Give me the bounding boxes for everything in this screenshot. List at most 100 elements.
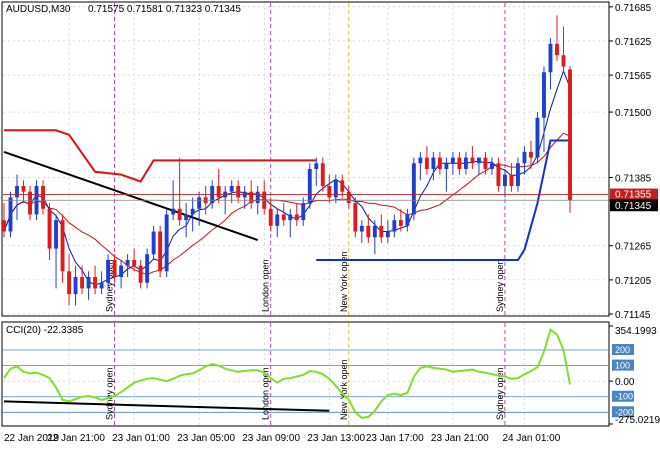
ask-price-label: 0.71355: [615, 190, 652, 201]
candle-body: [236, 186, 241, 198]
current-price-marker: [610, 199, 658, 212]
candle-body: [41, 186, 45, 209]
session-markers: Sydney open London open New York open Sydne…: [105, 3, 506, 315]
candle-body: [359, 225, 364, 232]
candle-body: [255, 191, 260, 204]
candle-body: [450, 157, 455, 164]
time-tick-label: 23 Jan 05:00: [177, 433, 235, 444]
candle-body: [346, 191, 351, 204]
candle-body: [119, 265, 124, 278]
candle-body: [307, 168, 312, 204]
candle-body: [385, 231, 390, 238]
candle-body: [411, 163, 416, 215]
candle-body: [405, 214, 410, 226]
cci-session-markers: Sydney open London open New York open Sydne…: [105, 323, 506, 425]
candle-body: [86, 277, 91, 289]
price-tick-label: 0.71385: [615, 173, 652, 184]
candle-body: [21, 186, 26, 192]
cci-panel[interactable]: Sydney open London open New York open Sydne…: [1, 321, 660, 427]
session-label: Sydney open: [105, 259, 115, 312]
indicator-overlays: [3, 69, 571, 286]
fast-moving-average: [3, 69, 571, 286]
candle-body: [320, 163, 325, 187]
candle-body: [522, 151, 527, 164]
candle-body: [158, 231, 163, 272]
candle-body: [301, 203, 306, 221]
candle-body: [112, 259, 117, 278]
candle-body: [555, 43, 559, 56]
time-tick-label: 23 Jan 13:00: [307, 433, 365, 444]
candle-body: [333, 180, 338, 198]
candle-body: [47, 208, 52, 249]
cci-tick-label: 200: [615, 345, 630, 355]
candle-body: [509, 174, 514, 187]
candle-body: [340, 180, 345, 192]
trendline: [3, 150, 259, 241]
support-step-line: [316, 139, 570, 261]
candle-body: [171, 208, 176, 215]
candle-body: [470, 157, 475, 164]
candle-body: [190, 208, 195, 215]
candle-body: [106, 259, 111, 283]
candle-body: [535, 117, 540, 158]
session-label: Sydney open: [495, 259, 505, 312]
candle-body: [542, 72, 546, 118]
symbol-title: AUDUSD,M30: [6, 4, 71, 15]
candle-body: [138, 265, 143, 283]
candle-body: [327, 186, 332, 198]
cci-axis: 354.1993 200 100 0.00 -100 -200-275.0219: [609, 325, 660, 426]
time-tick-label: 23 Jan 21:00: [431, 433, 489, 444]
candle-body: [67, 271, 72, 295]
cci-trendline: [3, 400, 330, 412]
ohlc-readout: 0.71575 0.71581 0.71323 0.71345: [88, 4, 241, 15]
current-price-label: 0.71345: [615, 201, 652, 212]
candle-body: [184, 214, 189, 221]
candle-body: [366, 225, 371, 238]
cci-level-marker: [612, 406, 634, 418]
candle-body: [489, 163, 494, 169]
price-tick-label: 0.71625: [615, 37, 652, 48]
resistance-step-line: [4, 129, 317, 183]
candle-body: [132, 259, 137, 266]
candle-body: [463, 157, 468, 169]
price-tick-label: 0.71500: [615, 108, 652, 119]
cci-series: [3, 328, 571, 419]
candle-body: [529, 151, 533, 158]
cci-session-label: New York open: [339, 359, 349, 420]
cci-title: CCI(20) -22.3385: [6, 325, 84, 336]
candle-body: [145, 254, 150, 283]
candlestick-series: [2, 15, 572, 306]
candle-body: [398, 220, 403, 226]
candle-body: [444, 163, 449, 169]
candle-body: [372, 225, 377, 238]
cci-session-label: London open: [261, 367, 271, 420]
price-panel[interactable]: 0.71685 0.71625 0.71565 0.71500 0.71385 0.713…: [1, 1, 658, 321]
cci-tick-label: 0.00: [615, 377, 635, 388]
cci-level-marker: [612, 390, 634, 402]
candle-body: [314, 163, 319, 169]
cci-line: [3, 328, 571, 419]
candle-body: [424, 157, 429, 169]
price-panel-frame: [1, 1, 610, 317]
candle-body: [502, 174, 507, 187]
candle-body: [177, 208, 182, 221]
cci-session-label: Sydney open: [495, 367, 505, 420]
time-tick-label: 24 Jan 01:00: [502, 433, 560, 444]
candle-body: [275, 214, 280, 226]
candle-body: [8, 197, 13, 232]
candle-body: [548, 43, 553, 73]
cci-tick-label: -275.0219: [615, 415, 660, 426]
candle-body: [268, 208, 273, 226]
candle-body: [496, 163, 501, 187]
candle-body: [294, 214, 299, 221]
candle-body: [437, 157, 442, 169]
candle-body: [418, 157, 423, 164]
cci-tick-label: -200: [615, 407, 633, 417]
candle-body: [229, 186, 234, 192]
candle-body: [392, 220, 397, 232]
candle-body: [80, 277, 85, 289]
time-tick-label: 22 Jan 21:00: [47, 433, 105, 444]
